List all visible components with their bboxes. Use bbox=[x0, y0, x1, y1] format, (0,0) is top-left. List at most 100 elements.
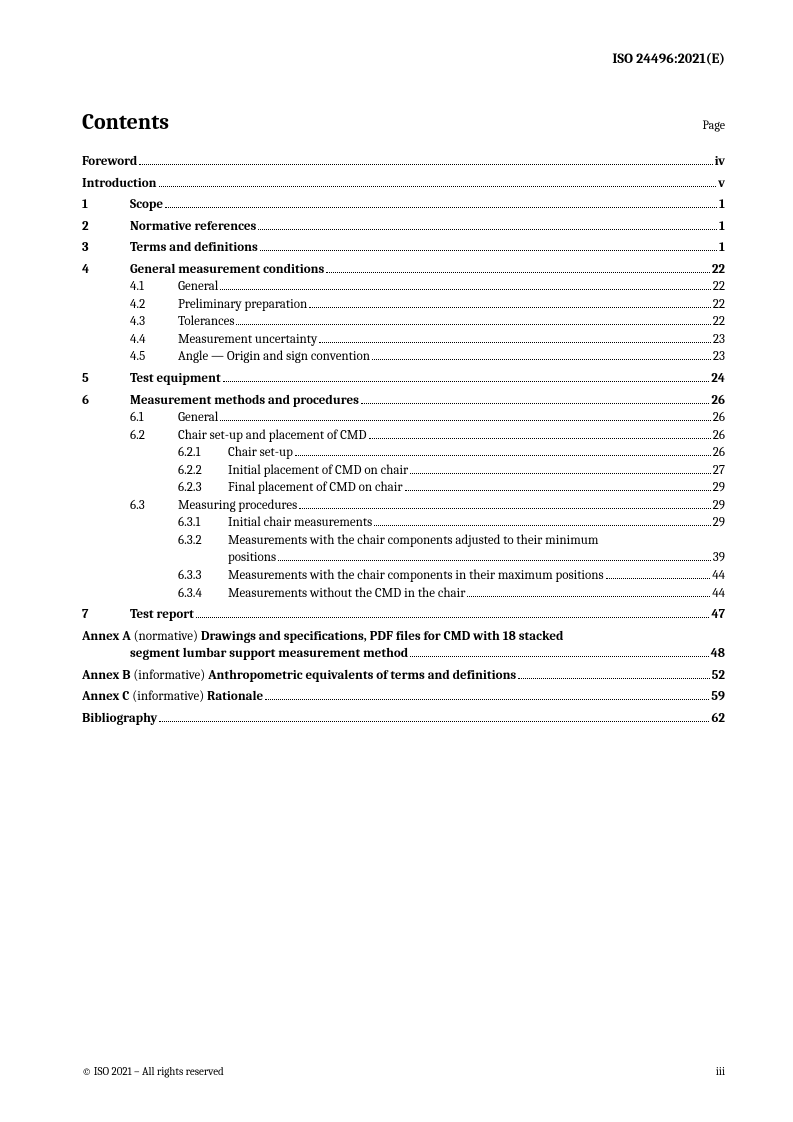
toc-label: Foreword bbox=[82, 153, 137, 171]
toc-label-continued: segment lumbar support measurement metho… bbox=[130, 645, 408, 663]
toc-entry-annex: Annex A (normative) Drawings and specifi… bbox=[82, 628, 725, 663]
toc-page: v bbox=[718, 175, 725, 193]
copyright-text: © ISO 2021 – All rights reserved bbox=[82, 1065, 224, 1078]
page-label: Page bbox=[703, 118, 725, 132]
toc-entry: 5 Test equipment 24 bbox=[82, 370, 725, 388]
toc-label: Final placement of CMD on chair bbox=[228, 479, 403, 497]
leader-dots bbox=[196, 617, 709, 618]
page-container: ISO 24496:2021(E) Contents Page Foreword… bbox=[0, 0, 793, 771]
leader-dots bbox=[319, 342, 711, 343]
toc-page: 44 bbox=[712, 567, 725, 585]
toc-label: Test report bbox=[130, 606, 194, 624]
toc-label: Preliminary preparation bbox=[178, 296, 307, 314]
toc-label: Initial chair measurements bbox=[228, 514, 372, 532]
leader-dots bbox=[410, 473, 711, 474]
toc-number: 4.3 bbox=[130, 313, 178, 331]
leader-dots bbox=[139, 164, 712, 165]
toc-number: 4.2 bbox=[130, 296, 178, 314]
toc-number: 6.2.2 bbox=[178, 462, 228, 480]
toc-number: 6 bbox=[82, 392, 130, 410]
toc-page: 48 bbox=[711, 645, 725, 663]
toc-entry: 6 Measurement methods and procedures 26 … bbox=[82, 392, 725, 603]
leader-dots bbox=[309, 307, 710, 308]
leader-dots bbox=[369, 438, 711, 439]
leader-dots bbox=[467, 596, 710, 597]
toc-number: 6.2.3 bbox=[178, 479, 228, 497]
toc-page: 47 bbox=[711, 606, 725, 624]
toc-entry: 1 Scope 1 bbox=[82, 196, 725, 214]
toc-number: 7 bbox=[82, 606, 130, 624]
title-row: Contents Page bbox=[82, 109, 725, 135]
leader-dots bbox=[361, 403, 710, 404]
toc-label: Angle — Origin and sign convention bbox=[178, 348, 370, 366]
leader-dots bbox=[260, 250, 717, 251]
contents-title: Contents bbox=[82, 109, 169, 135]
toc-label: Normative references bbox=[130, 218, 256, 236]
toc-page: 22 bbox=[713, 296, 725, 314]
toc-label: Measuring procedures bbox=[178, 497, 297, 515]
toc-number: 5 bbox=[82, 370, 130, 388]
leader-dots bbox=[278, 560, 711, 561]
toc-number: 6.2 bbox=[130, 427, 178, 445]
leader-dots bbox=[326, 272, 710, 273]
toc-label: Annex A (normative) Drawings and specifi… bbox=[82, 628, 563, 646]
toc-entry: Bibliography 62 bbox=[82, 710, 725, 728]
toc-page: 1 bbox=[719, 196, 725, 214]
leader-dots bbox=[295, 455, 711, 456]
toc-number: 4.5 bbox=[130, 348, 178, 366]
toc-page: 44 bbox=[712, 585, 725, 603]
leader-dots bbox=[159, 721, 709, 722]
leader-dots bbox=[606, 578, 711, 579]
toc-page: 22 bbox=[713, 278, 725, 296]
toc-number: 6.3.4 bbox=[178, 585, 228, 603]
toc-number: 6.1 bbox=[130, 409, 178, 427]
toc-number: 6.3.2 bbox=[178, 532, 228, 550]
toc-page: 29 bbox=[713, 497, 725, 515]
toc-label: Annex C (informative) Rationale bbox=[82, 688, 263, 706]
toc-page: 1 bbox=[719, 218, 725, 236]
toc-page: 26 bbox=[713, 409, 725, 427]
toc-number: 6.3.1 bbox=[178, 514, 228, 532]
leader-dots bbox=[405, 490, 711, 491]
toc-page: 23 bbox=[713, 348, 725, 366]
leader-dots bbox=[410, 656, 708, 657]
toc-label: Chair set-up bbox=[228, 444, 293, 462]
page-number: iii bbox=[716, 1065, 725, 1078]
leader-dots bbox=[299, 508, 710, 509]
toc-number: 4.4 bbox=[130, 331, 178, 349]
toc-label: General bbox=[178, 409, 218, 427]
toc-number: 6.3 bbox=[130, 497, 178, 515]
document-header: ISO 24496:2021(E) bbox=[82, 50, 725, 67]
toc-number: 4 bbox=[82, 261, 130, 279]
toc-page: 1 bbox=[719, 239, 725, 257]
leader-dots bbox=[518, 678, 709, 679]
toc-label: Bibliography bbox=[82, 710, 157, 728]
toc-entry-annex: Annex C (informative) Rationale 59 bbox=[82, 688, 725, 706]
toc-page: 26 bbox=[711, 392, 725, 410]
toc-page: 26 bbox=[713, 444, 725, 462]
page-footer: © ISO 2021 – All rights reserved iii bbox=[82, 1065, 725, 1078]
leader-dots bbox=[374, 525, 710, 526]
toc-label: Tolerances bbox=[178, 313, 234, 331]
toc-entry: Foreword iv bbox=[82, 153, 725, 171]
toc-label: Measurement methods and procedures bbox=[130, 392, 359, 410]
leader-dots bbox=[165, 207, 717, 208]
toc-number: 1 bbox=[82, 196, 130, 214]
toc-label: Introduction bbox=[82, 175, 157, 193]
toc-entry: 3 Terms and definitions 1 bbox=[82, 239, 725, 257]
toc-entry: Introduction v bbox=[82, 175, 725, 193]
toc-page: 22 bbox=[712, 261, 725, 279]
toc-number: 3 bbox=[82, 239, 130, 257]
toc-label: Chair set-up and placement of CMD bbox=[178, 427, 367, 445]
toc-label: Measurements with the chair components i… bbox=[228, 567, 604, 585]
leader-dots bbox=[372, 359, 711, 360]
toc-number: 4.1 bbox=[130, 278, 178, 296]
toc-label: Measurements with the chair components a… bbox=[228, 532, 598, 550]
leader-dots bbox=[258, 229, 717, 230]
toc-page: 52 bbox=[712, 667, 725, 685]
toc-entry-multiline: 6.3.2 Measurements with the chair compon… bbox=[82, 532, 725, 550]
leader-dots bbox=[159, 186, 717, 187]
toc-number: 6.2.1 bbox=[178, 444, 228, 462]
toc-page: iv bbox=[715, 153, 725, 171]
leader-dots bbox=[236, 324, 710, 325]
